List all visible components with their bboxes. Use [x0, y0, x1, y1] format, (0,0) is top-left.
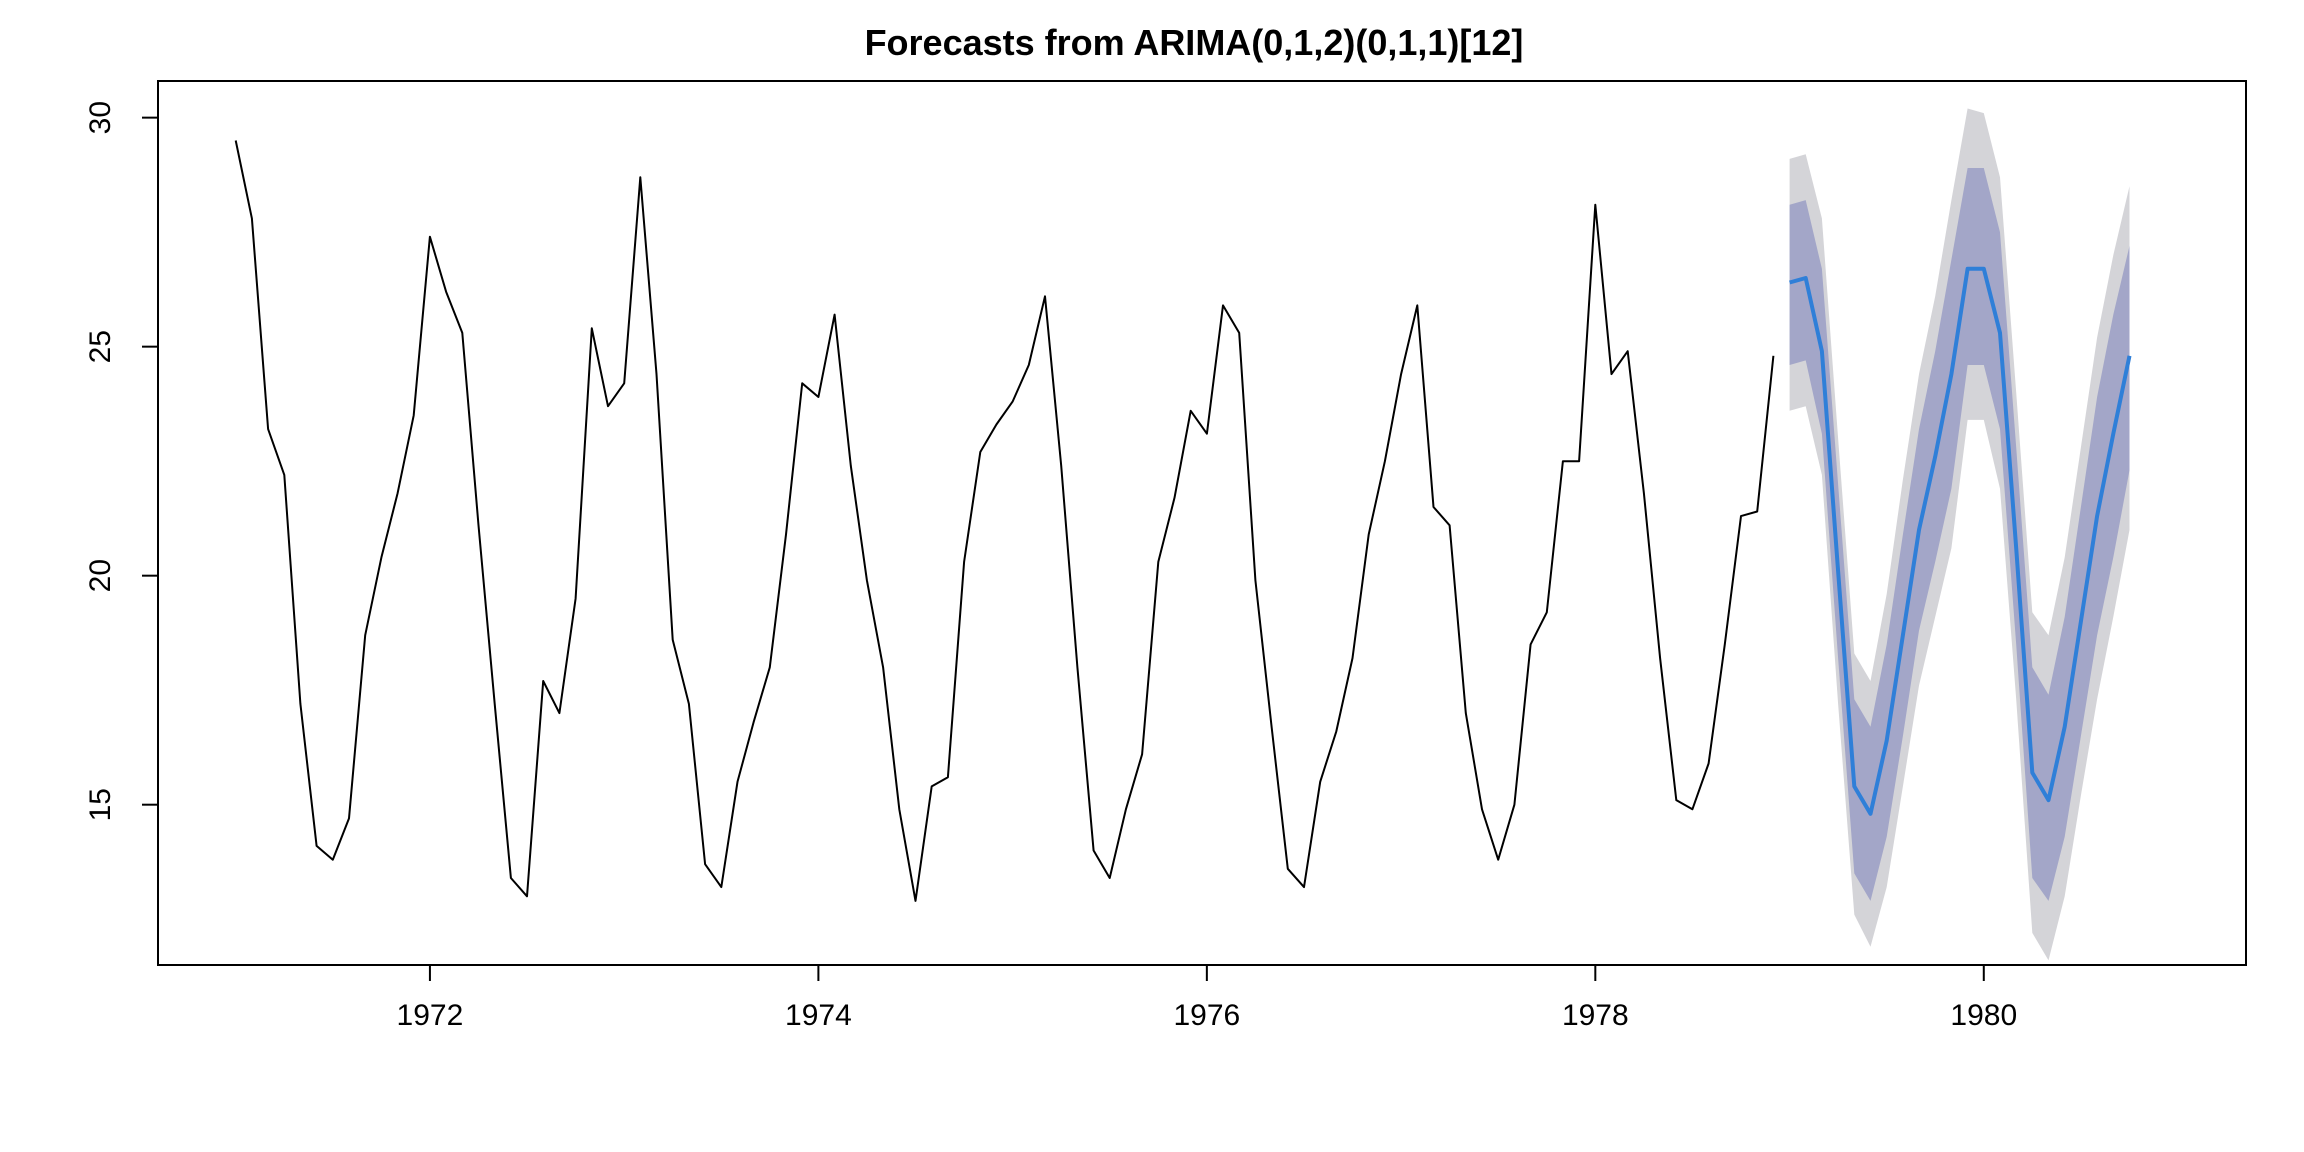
x-axis: 1972 1974 1976 1978 1980: [397, 964, 2017, 1032]
series-lines: [234, 140, 2132, 902]
y-tick-label: 25: [84, 330, 117, 363]
y-tick-label: 20: [84, 559, 117, 592]
history-line: [234, 140, 1775, 902]
x-tick-label: 1980: [1950, 999, 2017, 1032]
forecast-mean-line: [1789, 266, 2132, 816]
x-tick-label: 1974: [785, 999, 852, 1032]
x-tick-label: 1976: [1173, 999, 1240, 1032]
y-tick-label: 30: [84, 101, 117, 134]
band-80: [1789, 168, 2130, 901]
y-axis: 15 20 25 30: [84, 101, 159, 821]
x-tick-label: 1972: [397, 999, 464, 1032]
forecast-bands: [1789, 108, 2130, 961]
chart-title: Forecasts from ARIMA(0,1,2)(0,1,1)[12]: [865, 22, 1524, 63]
y-tick-label: 15: [84, 788, 117, 821]
x-tick-label: 1978: [1562, 999, 1629, 1032]
